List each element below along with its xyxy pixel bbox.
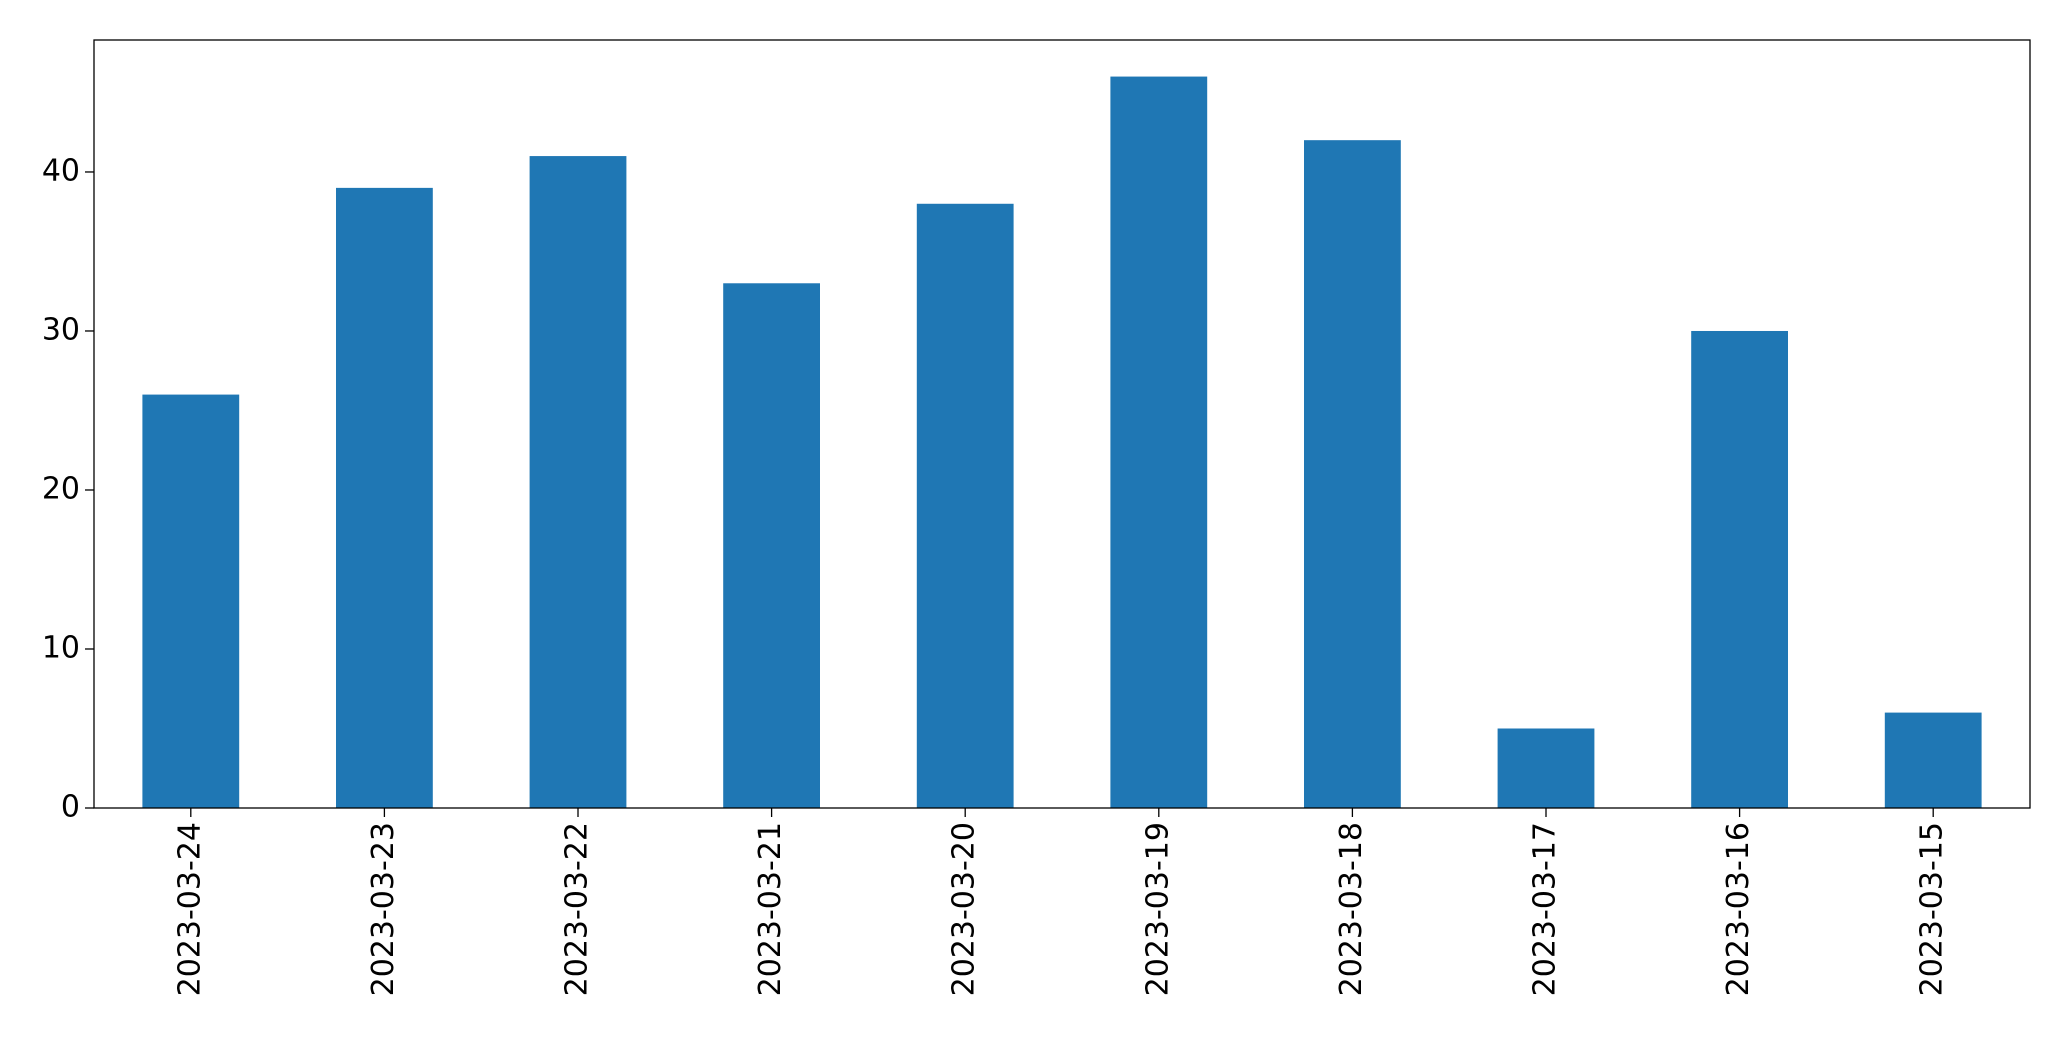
x-tick-label: 2023-03-23 bbox=[366, 822, 401, 996]
y-tick-label: 30 bbox=[42, 312, 80, 347]
x-tick-label: 2023-03-20 bbox=[947, 822, 982, 996]
y-tick-label: 40 bbox=[42, 153, 80, 188]
x-tick-label: 2023-03-16 bbox=[1721, 822, 1756, 996]
bar bbox=[1304, 140, 1401, 808]
y-tick-label: 10 bbox=[42, 630, 80, 665]
bar bbox=[1497, 728, 1595, 808]
bar bbox=[1884, 712, 1982, 808]
x-tick-label: 2023-03-24 bbox=[172, 822, 207, 996]
bar bbox=[142, 394, 240, 808]
bar bbox=[916, 203, 1014, 809]
x-tick-label: 2023-03-19 bbox=[1140, 822, 1175, 996]
x-tick-label: 2023-03-15 bbox=[1915, 822, 1950, 996]
x-tick-label: 2023-03-17 bbox=[1528, 822, 1563, 996]
bar bbox=[336, 187, 433, 808]
bar bbox=[529, 156, 627, 809]
x-tick-label: 2023-03-22 bbox=[560, 822, 595, 996]
bar bbox=[1691, 330, 1788, 808]
bar bbox=[723, 283, 820, 808]
plot-frame bbox=[93, 39, 2031, 809]
x-tick-label: 2023-03-21 bbox=[753, 822, 788, 996]
y-tick-label: 20 bbox=[42, 471, 80, 506]
bar bbox=[1110, 76, 1208, 809]
y-tick-label: 0 bbox=[61, 790, 80, 825]
x-tick-label: 2023-03-18 bbox=[1334, 822, 1369, 996]
